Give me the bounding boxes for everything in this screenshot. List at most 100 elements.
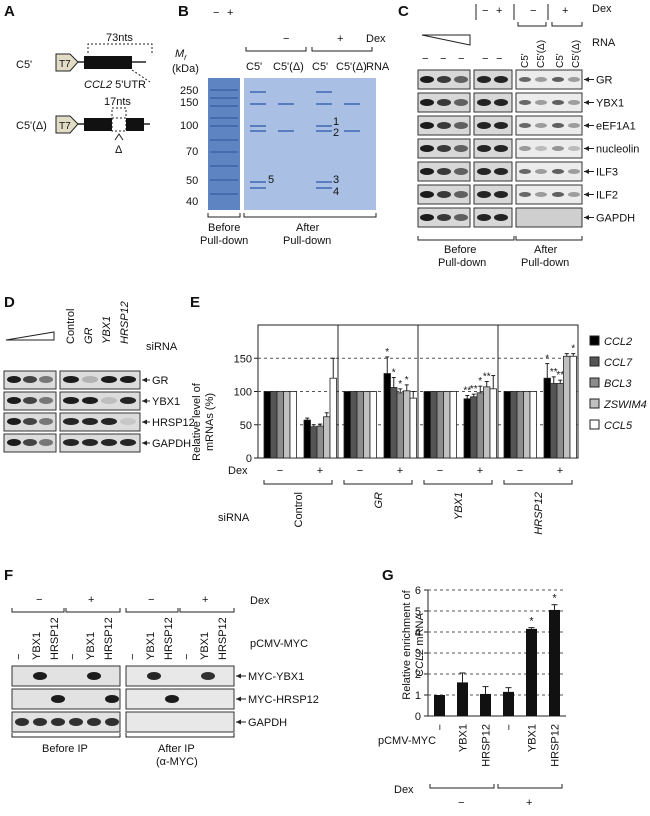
protein-label: YBX1 [596, 98, 624, 110]
protein-band [101, 397, 117, 404]
protein-band [519, 192, 531, 197]
protein-band [454, 145, 468, 152]
group-label: Control [293, 492, 305, 527]
protein-band [552, 77, 564, 82]
protein-label: GAPDH [152, 438, 191, 450]
bar [276, 391, 284, 459]
protein-band [519, 146, 531, 151]
before-bracket [11, 733, 121, 738]
protein-band [33, 718, 47, 726]
after-label: After [534, 244, 558, 256]
panel-d: D Control GR YBX1 HRSP12 siRNA GR YBX1 HRS… [3, 294, 195, 453]
y-axis-gene: CCL2 [414, 649, 426, 677]
blot-strip [11, 688, 121, 710]
lane-label: HRSP12 [103, 617, 115, 660]
protein-band [63, 397, 79, 404]
protein-band [420, 76, 434, 83]
y-axis-label: Relative enrichment of [401, 589, 413, 699]
dex-tick-label: − [357, 465, 363, 477]
protein-band [63, 439, 79, 446]
dex-tick-label: + [317, 465, 323, 477]
bar [383, 373, 391, 459]
lane-label: − [181, 654, 193, 660]
protein-band [101, 376, 117, 383]
lane-label: − [67, 654, 79, 660]
dex-bracket [11, 608, 65, 613]
y-tick-label: 3 [415, 648, 421, 660]
panel-e-label: E [190, 294, 200, 311]
y-axis-label: Relative level of [191, 382, 203, 461]
protein-band [454, 168, 468, 175]
y-tick-label: 1 [415, 690, 421, 702]
blot-strip [125, 688, 235, 710]
dex-minus: − [283, 33, 289, 45]
protein-label: GAPDH [248, 717, 287, 729]
utr-block-left [84, 118, 112, 131]
kda-label: (kDa) [172, 63, 199, 75]
group-label: YBX1 [453, 492, 465, 520]
protein-label: ILF2 [596, 190, 618, 202]
lane-label: HRSP12 [49, 617, 61, 660]
group-label: GR [373, 492, 385, 509]
category-label: HRSP12 [550, 724, 562, 767]
lane-label: HRSP12 [217, 617, 229, 660]
dex-plus: + [88, 594, 94, 606]
rna-label: RNA [366, 61, 390, 73]
bar [423, 391, 431, 459]
significance-mark: * [385, 347, 389, 358]
marker-label: 40 [186, 196, 198, 208]
protein-band [87, 672, 101, 680]
bar [443, 391, 451, 459]
bar [316, 425, 324, 459]
protein-band [519, 100, 531, 105]
dex-minus: − [148, 594, 154, 606]
nts73-label: 73nts [106, 32, 133, 44]
mr-sub: r [184, 53, 187, 62]
t7-label: T7 [59, 59, 71, 70]
bar [356, 391, 364, 459]
protein-band [568, 169, 580, 174]
protein-band [420, 122, 434, 129]
lane-label: C5' [555, 53, 566, 68]
bar [549, 609, 560, 716]
protein-band [39, 439, 53, 446]
bar [329, 377, 337, 459]
bar [476, 392, 484, 459]
before-label: Pull-down [438, 257, 486, 269]
dex-tick-label: + [557, 465, 563, 477]
band-label: 2 [333, 127, 339, 139]
bar [303, 419, 311, 459]
bar [523, 391, 531, 459]
blot-strip [125, 711, 235, 733]
dex-bracket [65, 608, 121, 613]
protein-band [535, 192, 547, 197]
blot-strip [11, 711, 121, 733]
protein-band [82, 376, 98, 383]
lane-label: YBX1 [145, 632, 157, 660]
blot-strip [515, 92, 583, 113]
significance-mark: * [529, 616, 534, 628]
before-bracket [417, 236, 515, 241]
bar [480, 693, 491, 716]
dex-tick-label: − [277, 465, 283, 477]
y-tick-label: 2 [415, 669, 421, 681]
rna-minus: − [422, 53, 428, 65]
protein-band [120, 376, 136, 383]
significance-mark: * [405, 375, 409, 386]
bar [529, 391, 537, 459]
protein-band [494, 191, 508, 198]
protein-band [477, 122, 491, 129]
bar [263, 391, 271, 459]
length-bracket [87, 43, 153, 53]
after-bracket [125, 733, 235, 738]
protein-band [454, 214, 468, 221]
dex-minus: − [482, 5, 488, 17]
bar [489, 388, 497, 459]
protein-label: GR [596, 75, 613, 87]
arrow-head [584, 169, 589, 174]
protein-band [437, 122, 451, 129]
y-tick-label: 4 [415, 627, 421, 639]
band-label: 5 [268, 174, 274, 186]
after-bracket [515, 236, 583, 241]
after-label: Pull-down [283, 235, 331, 247]
